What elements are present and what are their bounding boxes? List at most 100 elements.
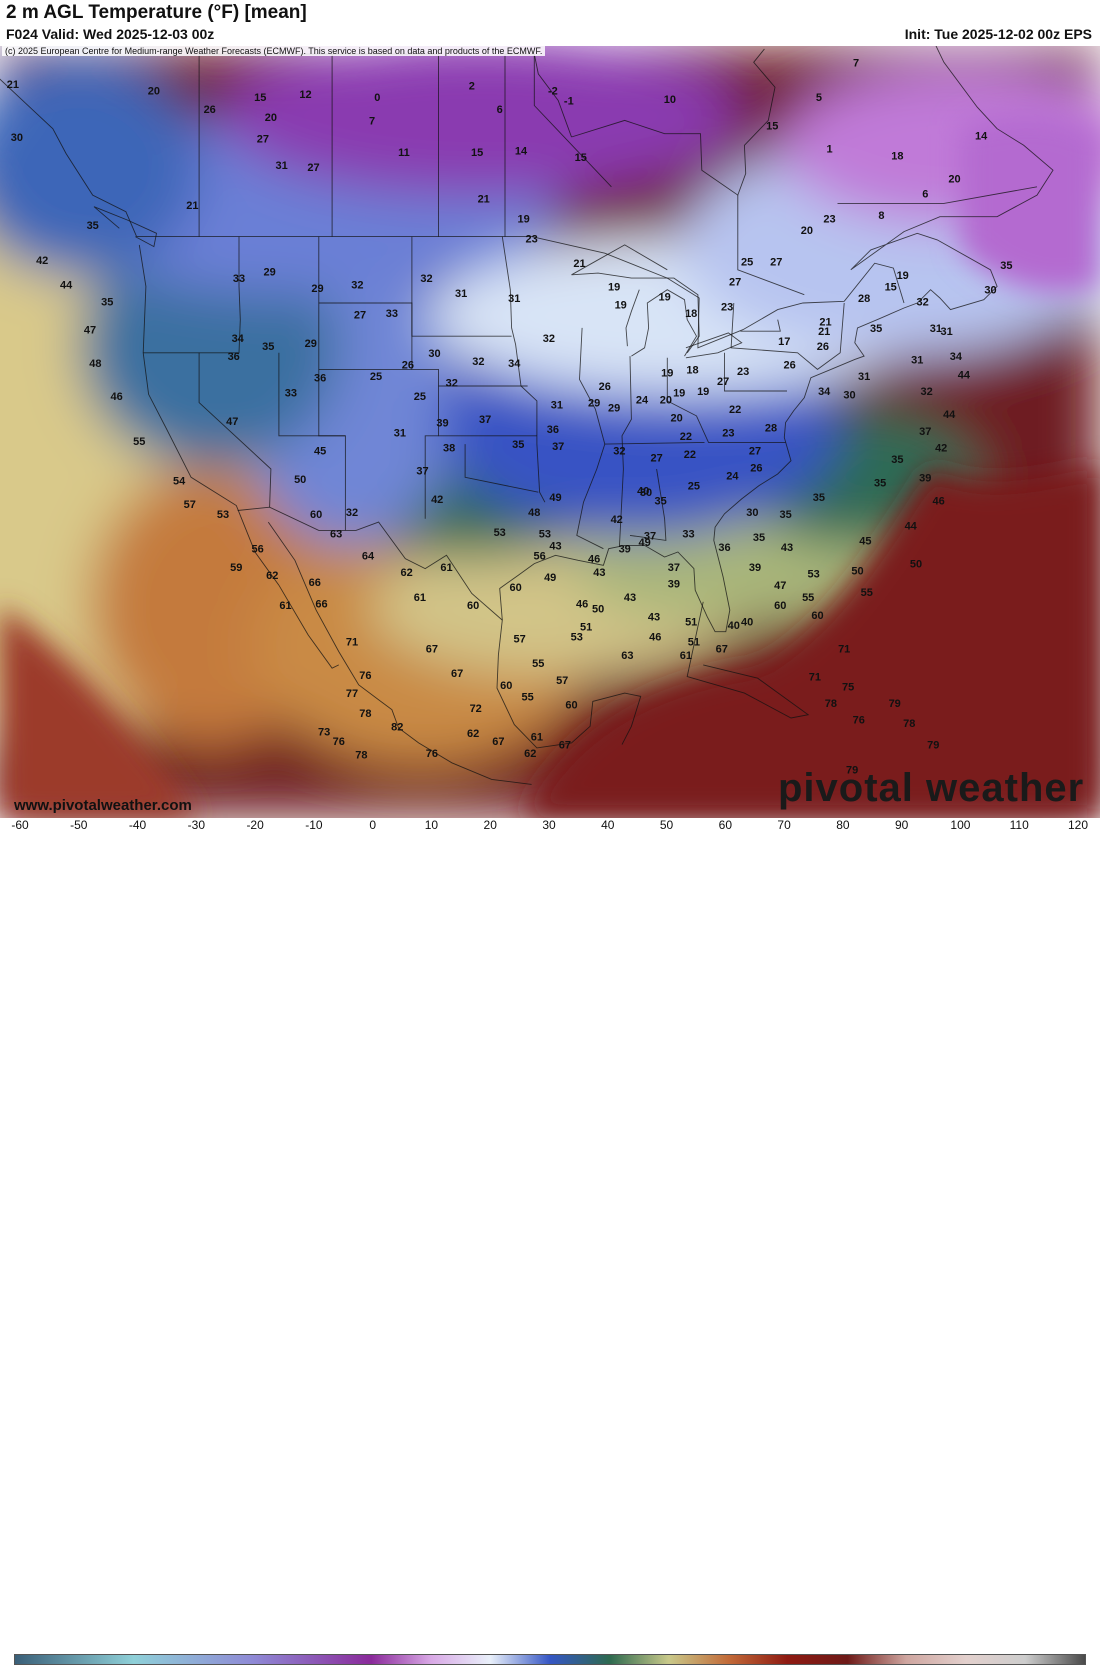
boundary-line xyxy=(198,352,272,508)
temperature-value: 21 xyxy=(819,316,831,328)
temperature-value: 75 xyxy=(842,682,854,694)
color-scale-tick-label: -60 xyxy=(11,818,29,832)
temperature-value: 20 xyxy=(948,174,960,186)
temperature-value: 60 xyxy=(467,600,479,612)
temperature-value: 27 xyxy=(354,310,366,322)
temperature-value: 30 xyxy=(843,389,855,401)
temperature-value: 67 xyxy=(492,736,504,748)
boundary-line xyxy=(740,319,781,332)
color-scale-tick-label: -50 xyxy=(70,818,88,832)
temperature-value: 46 xyxy=(576,599,588,611)
temperature-value: 35 xyxy=(101,296,113,308)
temperature-value: 45 xyxy=(859,535,871,547)
temperature-value: 20 xyxy=(660,394,672,406)
temperature-value: 20 xyxy=(670,413,682,425)
temperature-value: 15 xyxy=(254,92,266,104)
temperature-value: 23 xyxy=(823,213,835,225)
color-scale-tick-label: 50 xyxy=(659,818,674,832)
temperature-value: 28 xyxy=(765,423,777,435)
color-scale-tick-label: 0 xyxy=(369,818,376,832)
temperature-value: 34 xyxy=(818,386,831,398)
temperature-value: 79 xyxy=(846,765,858,777)
temperature-value: 34 xyxy=(232,333,245,345)
temperature-value: 33 xyxy=(285,388,297,400)
temperature-value: 55 xyxy=(532,658,544,670)
temperature-value: -1 xyxy=(564,96,574,108)
color-scale-tick-label: 90 xyxy=(894,818,909,832)
temperature-value: 60 xyxy=(811,610,823,622)
temperature-value: 57 xyxy=(513,633,525,645)
temperature-value: 44 xyxy=(905,520,918,532)
temperature-value: 25 xyxy=(741,257,753,269)
color-scale-tick-label: 30 xyxy=(542,818,556,832)
boundary-line xyxy=(618,356,632,548)
color-scale: -60 -50 -40 -30 -20 -10 0 10 20 30 40 50 60 70 80 90 100… xyxy=(0,818,1100,1665)
temperature-value: 6 xyxy=(497,104,503,116)
map-title: 2 m AGL Temperature (°F) [mean] xyxy=(6,2,307,23)
valid-time: F024 Valid: Wed 2025-12-03 00z xyxy=(6,26,215,42)
temperature-value: 32 xyxy=(920,386,932,398)
temperature-value: 44 xyxy=(958,369,971,381)
temperature-value: 27 xyxy=(257,134,269,146)
temperature-value: 35 xyxy=(753,532,765,544)
temperature-value: 37 xyxy=(552,441,564,453)
boundary-line xyxy=(143,236,241,354)
temperature-value: 59 xyxy=(230,562,242,574)
temperature-value: 5 xyxy=(816,92,822,104)
temperature-value: 19 xyxy=(673,388,685,400)
color-scale-tick-label: 80 xyxy=(836,818,850,832)
temperature-value: 20 xyxy=(265,112,277,124)
temperature-value: 35 xyxy=(891,454,903,466)
temperature-value: 35 xyxy=(874,477,886,489)
temperature-value: 21 xyxy=(573,258,585,270)
boundary-line xyxy=(136,236,905,349)
boundary-line xyxy=(533,53,572,138)
temperature-value: 29 xyxy=(608,403,620,415)
temperature-value: 61 xyxy=(680,650,692,662)
temperature-value: 61 xyxy=(440,562,452,574)
temperature-value: 36 xyxy=(718,542,730,554)
temperature-value: 67 xyxy=(451,668,463,680)
temperature-value: 10 xyxy=(664,94,676,106)
warm-sector-shading xyxy=(0,115,1100,818)
color-scale-tick-label: 20 xyxy=(483,818,497,832)
boundary-line xyxy=(666,357,786,443)
temperature-value: 23 xyxy=(525,233,537,245)
temperature-value: 14 xyxy=(975,130,988,142)
color-scale-tick-label: 10 xyxy=(424,818,439,832)
color-scale-bar xyxy=(14,1654,1086,1665)
temperature-value: 18 xyxy=(891,150,903,162)
temperature-value: 56 xyxy=(251,544,263,556)
temperature-value: 47 xyxy=(226,416,238,428)
temperature-value: 18 xyxy=(685,308,697,320)
temperature-value: 33 xyxy=(682,529,694,541)
temperature-value: 76 xyxy=(853,715,865,727)
temperature-value: 50 xyxy=(851,565,863,577)
boundary-line xyxy=(686,601,810,719)
temperature-value: 76 xyxy=(333,736,345,748)
temperature-value: 32 xyxy=(351,280,363,292)
temperature-value: 32 xyxy=(346,507,358,519)
temperature-value: 76 xyxy=(426,748,438,760)
site-url[interactable]: www.pivotalweather.com xyxy=(14,797,192,814)
temperature-value: 34 xyxy=(508,358,521,370)
temperature-value: 22 xyxy=(680,431,692,443)
boundary-line xyxy=(267,521,532,785)
temperature-value: 32 xyxy=(420,273,432,285)
temperature-value: 61 xyxy=(414,592,426,604)
temperature-value: 32 xyxy=(543,333,555,345)
temperature-value: 23 xyxy=(722,428,734,440)
temperature-value: 37 xyxy=(919,426,931,438)
temperature-value: 60 xyxy=(509,582,521,594)
boundary-line xyxy=(730,302,845,370)
temperature-value: 37 xyxy=(416,466,428,478)
temperature-value: 50 xyxy=(910,559,922,571)
temperature-value: 35 xyxy=(87,220,99,232)
temperature-value: 37 xyxy=(479,414,491,426)
temperature-value: 27 xyxy=(729,276,741,288)
temperature-map: 21 30 35 42 44 35 47 48 46 55 54 57 53 56 59 62 66 61 66 71… xyxy=(0,46,1100,818)
temperature-value: 1 xyxy=(826,144,832,156)
temperature-value: 45 xyxy=(314,446,326,458)
color-scale-tick-label: 40 xyxy=(601,818,615,832)
temperature-value: 25 xyxy=(688,481,700,493)
